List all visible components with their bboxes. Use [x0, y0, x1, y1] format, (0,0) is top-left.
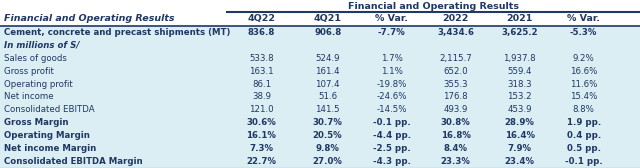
- Bar: [0, 26, 640, 39]
- Text: 30.7%: 30.7%: [313, 118, 342, 127]
- Text: 1.9 pp.: 1.9 pp.: [566, 118, 601, 127]
- Text: 141.5: 141.5: [316, 105, 340, 114]
- Text: 7.9%: 7.9%: [508, 144, 532, 153]
- Text: 16.4%: 16.4%: [505, 131, 534, 140]
- Text: 652.0: 652.0: [444, 67, 468, 76]
- Text: 121.0: 121.0: [249, 105, 274, 114]
- Text: 20.5%: 20.5%: [313, 131, 342, 140]
- Text: 23.3%: 23.3%: [441, 157, 470, 166]
- Text: 38.9: 38.9: [252, 92, 271, 101]
- Text: 4Q22: 4Q22: [248, 14, 275, 24]
- Bar: [0, 12, 640, 26]
- Text: -4.3 pp.: -4.3 pp.: [372, 157, 411, 166]
- Bar: [0, 0, 640, 12]
- Text: 9.2%: 9.2%: [573, 54, 595, 63]
- Text: -5.3%: -5.3%: [570, 28, 597, 37]
- Text: 524.9: 524.9: [316, 54, 340, 63]
- Text: -0.1 pp.: -0.1 pp.: [373, 118, 410, 127]
- Text: 51.6: 51.6: [318, 92, 337, 101]
- Text: 906.8: 906.8: [314, 28, 341, 37]
- Text: 533.8: 533.8: [249, 54, 274, 63]
- Bar: [0, 39, 640, 52]
- Text: % Var.: % Var.: [375, 14, 408, 24]
- Text: Gross Margin: Gross Margin: [4, 118, 68, 127]
- Text: 318.3: 318.3: [508, 79, 532, 89]
- Text: 355.3: 355.3: [444, 79, 468, 89]
- Text: 22.7%: 22.7%: [246, 157, 276, 166]
- Text: -2.5 pp.: -2.5 pp.: [373, 144, 410, 153]
- Text: 153.2: 153.2: [508, 92, 532, 101]
- Text: 28.9%: 28.9%: [505, 118, 534, 127]
- Text: 9.8%: 9.8%: [316, 144, 340, 153]
- Text: 107.4: 107.4: [316, 79, 340, 89]
- Text: 3,434.6: 3,434.6: [437, 28, 474, 37]
- Bar: [0, 116, 640, 129]
- Text: Cement, concrete and precast shipments (MT): Cement, concrete and precast shipments (…: [4, 28, 230, 37]
- Text: -7.7%: -7.7%: [378, 28, 406, 37]
- Bar: [0, 155, 640, 168]
- Text: 30.6%: 30.6%: [246, 118, 276, 127]
- Text: 1.7%: 1.7%: [381, 54, 403, 63]
- Bar: [0, 129, 640, 142]
- Text: 0.5 pp.: 0.5 pp.: [566, 144, 601, 153]
- Text: 559.4: 559.4: [508, 67, 532, 76]
- Text: 176.8: 176.8: [444, 92, 468, 101]
- Text: -4.4 pp.: -4.4 pp.: [372, 131, 411, 140]
- Text: 163.1: 163.1: [249, 67, 274, 76]
- Text: 493.9: 493.9: [444, 105, 468, 114]
- Text: 86.1: 86.1: [252, 79, 271, 89]
- Text: Net income: Net income: [4, 92, 54, 101]
- Text: 4Q21: 4Q21: [314, 14, 342, 24]
- Text: 23.4%: 23.4%: [505, 157, 534, 166]
- Text: In millions of S/: In millions of S/: [4, 41, 79, 50]
- Text: 11.6%: 11.6%: [570, 79, 597, 89]
- Text: 161.4: 161.4: [316, 67, 340, 76]
- Bar: [0, 91, 640, 103]
- Text: 2021: 2021: [506, 14, 533, 24]
- Text: Financial and Operating Results: Financial and Operating Results: [4, 14, 174, 24]
- Bar: [0, 142, 640, 155]
- Text: 1,937.8: 1,937.8: [504, 54, 536, 63]
- Text: 3,625.2: 3,625.2: [501, 28, 538, 37]
- Text: 8.4%: 8.4%: [444, 144, 468, 153]
- Text: Net income Margin: Net income Margin: [4, 144, 96, 153]
- Text: -19.8%: -19.8%: [376, 79, 407, 89]
- Text: 2022: 2022: [442, 14, 469, 24]
- Text: 16.1%: 16.1%: [246, 131, 276, 140]
- Text: Operating profit: Operating profit: [4, 79, 72, 89]
- Bar: [0, 103, 640, 116]
- Text: -24.6%: -24.6%: [376, 92, 407, 101]
- Text: Gross profit: Gross profit: [4, 67, 54, 76]
- Text: 836.8: 836.8: [248, 28, 275, 37]
- Text: Financial and Operating Results: Financial and Operating Results: [348, 2, 519, 11]
- Text: Operating Margin: Operating Margin: [4, 131, 90, 140]
- Text: 7.3%: 7.3%: [250, 144, 273, 153]
- Text: 1.1%: 1.1%: [381, 67, 403, 76]
- Text: Sales of goods: Sales of goods: [4, 54, 67, 63]
- Text: Consolidated EBITDA: Consolidated EBITDA: [4, 105, 95, 114]
- Text: -14.5%: -14.5%: [376, 105, 407, 114]
- Text: 16.6%: 16.6%: [570, 67, 597, 76]
- Text: 8.8%: 8.8%: [573, 105, 595, 114]
- Text: 453.9: 453.9: [508, 105, 532, 114]
- Text: Consolidated EBITDA Margin: Consolidated EBITDA Margin: [4, 157, 143, 166]
- Text: -0.1 pp.: -0.1 pp.: [565, 157, 602, 166]
- Text: % Var.: % Var.: [567, 14, 600, 24]
- Text: 15.4%: 15.4%: [570, 92, 597, 101]
- Bar: [0, 65, 640, 78]
- Text: 16.8%: 16.8%: [441, 131, 470, 140]
- Text: 0.4 pp.: 0.4 pp.: [566, 131, 601, 140]
- Bar: [0, 52, 640, 65]
- Bar: [0, 78, 640, 91]
- Text: 2,115.7: 2,115.7: [439, 54, 472, 63]
- Text: 27.0%: 27.0%: [313, 157, 342, 166]
- Text: 30.8%: 30.8%: [441, 118, 470, 127]
